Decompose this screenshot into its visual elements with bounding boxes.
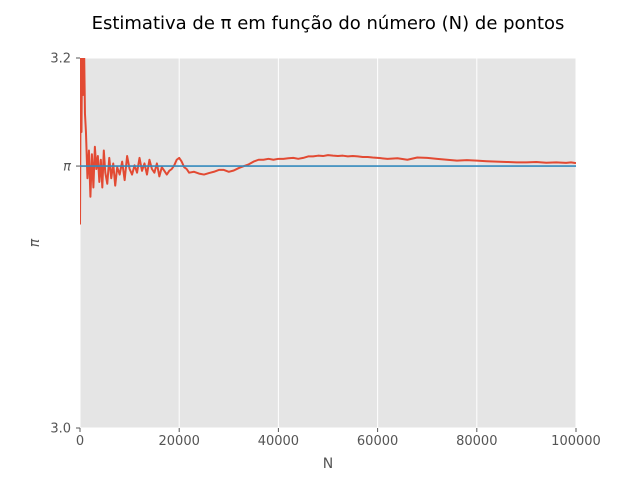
x-axis-label: N — [323, 456, 333, 472]
x-tick-label: 100000 — [551, 434, 601, 449]
x-tick-label: 20000 — [159, 434, 200, 449]
y-axis-label: π — [27, 238, 43, 247]
chart-title: Estimativa de π em função do número (N) … — [92, 13, 565, 34]
y-tick-label: 3.2 — [50, 52, 71, 67]
x-axis-ticks: 0 20000 40000 60000 80000 100000 — [76, 428, 601, 449]
gridlines — [79, 57, 577, 429]
plot-background — [80, 58, 576, 428]
y-axis-ticks: 3.0 π 3.2 — [50, 52, 80, 437]
y-tick-label: π — [63, 160, 71, 175]
x-tick-label: 40000 — [258, 434, 299, 449]
x-tick-label: 80000 — [456, 434, 497, 449]
series-layer — [80, 58, 576, 225]
y-tick-label: 3.0 — [50, 422, 71, 437]
x-tick-label: 60000 — [357, 434, 398, 449]
estimate-series-line — [80, 58, 576, 225]
x-tick-label: 0 — [76, 434, 84, 449]
